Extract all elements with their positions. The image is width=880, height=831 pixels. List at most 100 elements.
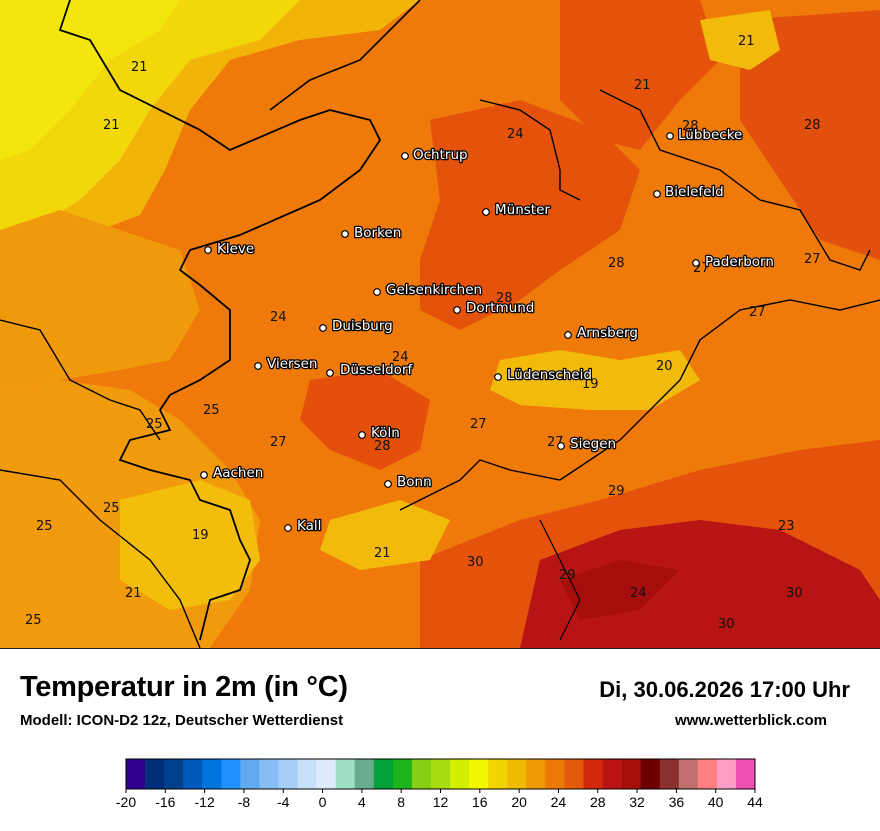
temp-label: 21 xyxy=(131,60,148,75)
legend-swatch xyxy=(392,759,413,789)
city-label-kall[interactable]: Kall xyxy=(296,517,323,536)
city-label-ochtrup[interactable]: Ochtrup xyxy=(412,146,469,165)
city-dot[interactable] xyxy=(254,362,262,370)
city-dot[interactable] xyxy=(284,524,292,532)
city-dot[interactable] xyxy=(358,431,366,439)
website-link[interactable]: www.wetterblick.com xyxy=(675,712,827,729)
legend-swatches xyxy=(125,758,756,790)
city-dot[interactable] xyxy=(341,230,349,238)
legend-swatch xyxy=(469,759,489,789)
city-label-bonn[interactable]: Bonn xyxy=(396,473,433,492)
legend-tick-label: -8 xyxy=(238,794,251,810)
legend-swatch xyxy=(202,759,222,789)
city-label-luebbecke[interactable]: Lübbecke xyxy=(677,126,744,145)
city-markers[interactable]: Ochtrup Lübbecke Bielefeld Münster Borke… xyxy=(200,126,776,536)
temp-label: 29 xyxy=(559,568,576,583)
model-info: Modell: ICON-D2 12z, Deutscher Wetterdie… xyxy=(20,712,344,729)
temp-zone-28-koeln xyxy=(300,370,430,470)
legend-swatch xyxy=(716,759,737,789)
city-dot[interactable] xyxy=(494,373,502,381)
city-dot[interactable] xyxy=(373,288,381,296)
temp-label: 21 xyxy=(738,34,755,49)
legend-swatch xyxy=(678,759,699,789)
city-dot[interactable] xyxy=(564,331,572,339)
legend-tick-label: -20 xyxy=(116,794,136,810)
city-dot[interactable] xyxy=(653,190,661,198)
city-label-kleve[interactable]: Kleve xyxy=(216,240,256,259)
map-canvas: 21 21 21 21 28 24 28 28 27 27 28 24 24 2… xyxy=(0,0,880,648)
temp-label: 27 xyxy=(804,252,821,267)
city-label-borken[interactable]: Borken xyxy=(353,224,403,243)
city-dot[interactable] xyxy=(692,259,700,267)
city-label-luedenscheid[interactable]: Lüdenscheid xyxy=(506,366,594,385)
city-label-duesseldorf[interactable]: Düsseldorf xyxy=(339,361,415,380)
city-label-muenster[interactable]: Münster xyxy=(494,201,552,220)
legend-tick-label: -12 xyxy=(195,794,215,810)
city-label-koeln[interactable]: Köln xyxy=(370,424,401,443)
city-label-dortmund[interactable]: Dortmund xyxy=(465,299,536,318)
legend-swatch xyxy=(411,759,432,789)
legend-swatch xyxy=(526,759,546,789)
legend-tick-label: -16 xyxy=(155,794,175,810)
city-dot[interactable] xyxy=(319,324,327,332)
temp-zone-19-sauerland xyxy=(490,350,700,410)
temp-label: 28 xyxy=(374,439,391,454)
legend-swatch xyxy=(430,759,451,789)
city-dot[interactable] xyxy=(401,152,409,160)
border-nrw-north xyxy=(269,0,421,111)
city-dot[interactable] xyxy=(384,480,392,488)
map-title: Temperatur in 2m (in °C) xyxy=(20,671,348,703)
legend-swatch xyxy=(164,759,184,789)
legend-swatch xyxy=(507,759,527,789)
legend-swatch xyxy=(259,759,279,789)
legend-tick-label: 24 xyxy=(551,794,567,810)
temp-label: 27 xyxy=(470,417,487,432)
temp-label: 21 xyxy=(374,546,391,561)
temp-label: 25 xyxy=(146,417,163,432)
city-label-gelsenkirchen[interactable]: Gelsenkirchen xyxy=(385,281,484,300)
temp-label: 24 xyxy=(270,310,287,325)
city-dot[interactable] xyxy=(200,471,208,479)
legend-swatch xyxy=(278,759,298,789)
legend-swatch xyxy=(373,759,394,789)
city-label-arnsberg[interactable]: Arnsberg xyxy=(576,324,640,343)
legend-swatch xyxy=(183,759,203,789)
border-rp xyxy=(539,519,581,641)
city-label-aachen[interactable]: Aachen xyxy=(212,464,265,483)
footer-panel: Temperatur in 2m (in °C) Modell: ICON-D2… xyxy=(0,648,880,831)
legend-tick-label: 12 xyxy=(433,794,449,810)
city-label-duisburg[interactable]: Duisburg xyxy=(331,317,394,336)
legend-tick-label: 16 xyxy=(472,794,488,810)
city-label-siegen[interactable]: Siegen xyxy=(569,435,618,454)
temperature-map[interactable]: 21 21 21 21 28 24 28 28 27 27 28 24 24 2… xyxy=(0,0,880,648)
legend-swatch xyxy=(602,759,622,789)
temp-label: 21 xyxy=(125,586,142,601)
legend-swatch xyxy=(354,759,375,789)
city-label-viersen[interactable]: Viersen xyxy=(266,355,319,374)
border-nrw-west xyxy=(58,0,382,641)
city-label-bielefeld[interactable]: Bielefeld xyxy=(664,183,725,202)
legend-swatch xyxy=(335,759,356,789)
legend-swatch xyxy=(145,759,165,789)
legend-swatch xyxy=(621,759,641,789)
city-label-paderborn[interactable]: Paderborn xyxy=(704,253,776,272)
city-dot[interactable] xyxy=(557,442,565,450)
temp-label: 28 xyxy=(682,119,699,134)
temp-label: 30 xyxy=(467,555,484,570)
temp-zone-28-north xyxy=(420,100,640,330)
temp-zone-21-north xyxy=(700,10,780,70)
legend-swatch xyxy=(316,759,336,789)
city-dot[interactable] xyxy=(453,306,461,314)
temp-zone-21-eifel xyxy=(320,500,450,570)
temp-zone-30 xyxy=(520,520,880,648)
city-dot[interactable] xyxy=(326,369,334,377)
temp-label: 28 xyxy=(496,291,513,306)
border-lux xyxy=(0,469,201,648)
city-dot[interactable] xyxy=(482,208,490,216)
city-dot[interactable] xyxy=(204,246,212,254)
legend-tick-label: 40 xyxy=(708,794,724,810)
legend-swatch xyxy=(697,759,718,789)
city-dot[interactable] xyxy=(666,132,674,140)
legend-swatch xyxy=(545,759,565,789)
legend-swatch xyxy=(488,759,508,789)
